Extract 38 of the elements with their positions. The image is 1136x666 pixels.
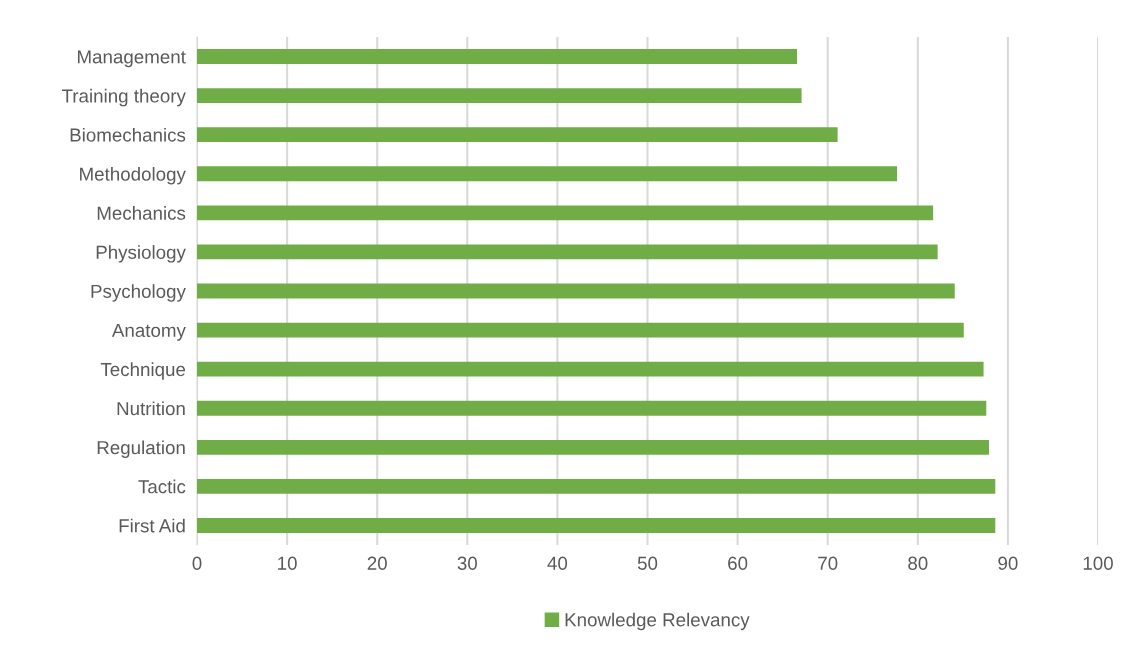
y-tick-label: Psychology xyxy=(91,284,186,302)
bar xyxy=(197,205,934,221)
y-tick-label: Mechanics xyxy=(97,206,186,220)
y-tick-label: Anatomy xyxy=(111,323,186,341)
x-tick-label: 90 xyxy=(998,556,1018,570)
bar xyxy=(197,88,802,104)
x-tick-label: 20 xyxy=(367,556,387,570)
x-tick-label: 40 xyxy=(547,556,568,570)
y-tick-label: Technique xyxy=(100,362,186,380)
bar xyxy=(197,400,987,416)
x-tick-label: 10 xyxy=(278,556,297,570)
x-tick-label: 70 xyxy=(818,556,838,570)
y-tick-label: First Aid xyxy=(119,518,185,533)
x-tick-label: 100 xyxy=(1083,556,1113,570)
y-tick-label: Training theory xyxy=(61,88,186,107)
y-tick-label: Management xyxy=(77,50,186,68)
bar xyxy=(197,361,984,377)
y-tick-label: Biomechanics xyxy=(70,127,186,142)
x-tick-label: 30 xyxy=(457,556,477,570)
y-tick-label: Methodology xyxy=(80,166,186,185)
bar xyxy=(197,518,996,533)
bar xyxy=(197,244,938,260)
bar xyxy=(197,49,798,64)
bar xyxy=(197,439,989,455)
bar xyxy=(197,166,898,182)
y-tick-label: Physiology xyxy=(96,245,186,263)
x-tick-label: 60 xyxy=(728,556,748,570)
x-tick-label: 80 xyxy=(908,556,928,570)
legend-label: Knowledge Relevancy xyxy=(565,612,750,631)
bar xyxy=(197,283,955,299)
y-tick-label: Regulation xyxy=(97,440,185,458)
x-tick-label: 50 xyxy=(637,556,658,570)
y-tick-label: Nutrition xyxy=(117,401,185,416)
y-tick-label: Tactic xyxy=(138,479,186,494)
bar xyxy=(197,127,838,143)
bar xyxy=(197,322,964,338)
x-tick-label: 0 xyxy=(192,556,202,570)
bar xyxy=(197,478,996,494)
